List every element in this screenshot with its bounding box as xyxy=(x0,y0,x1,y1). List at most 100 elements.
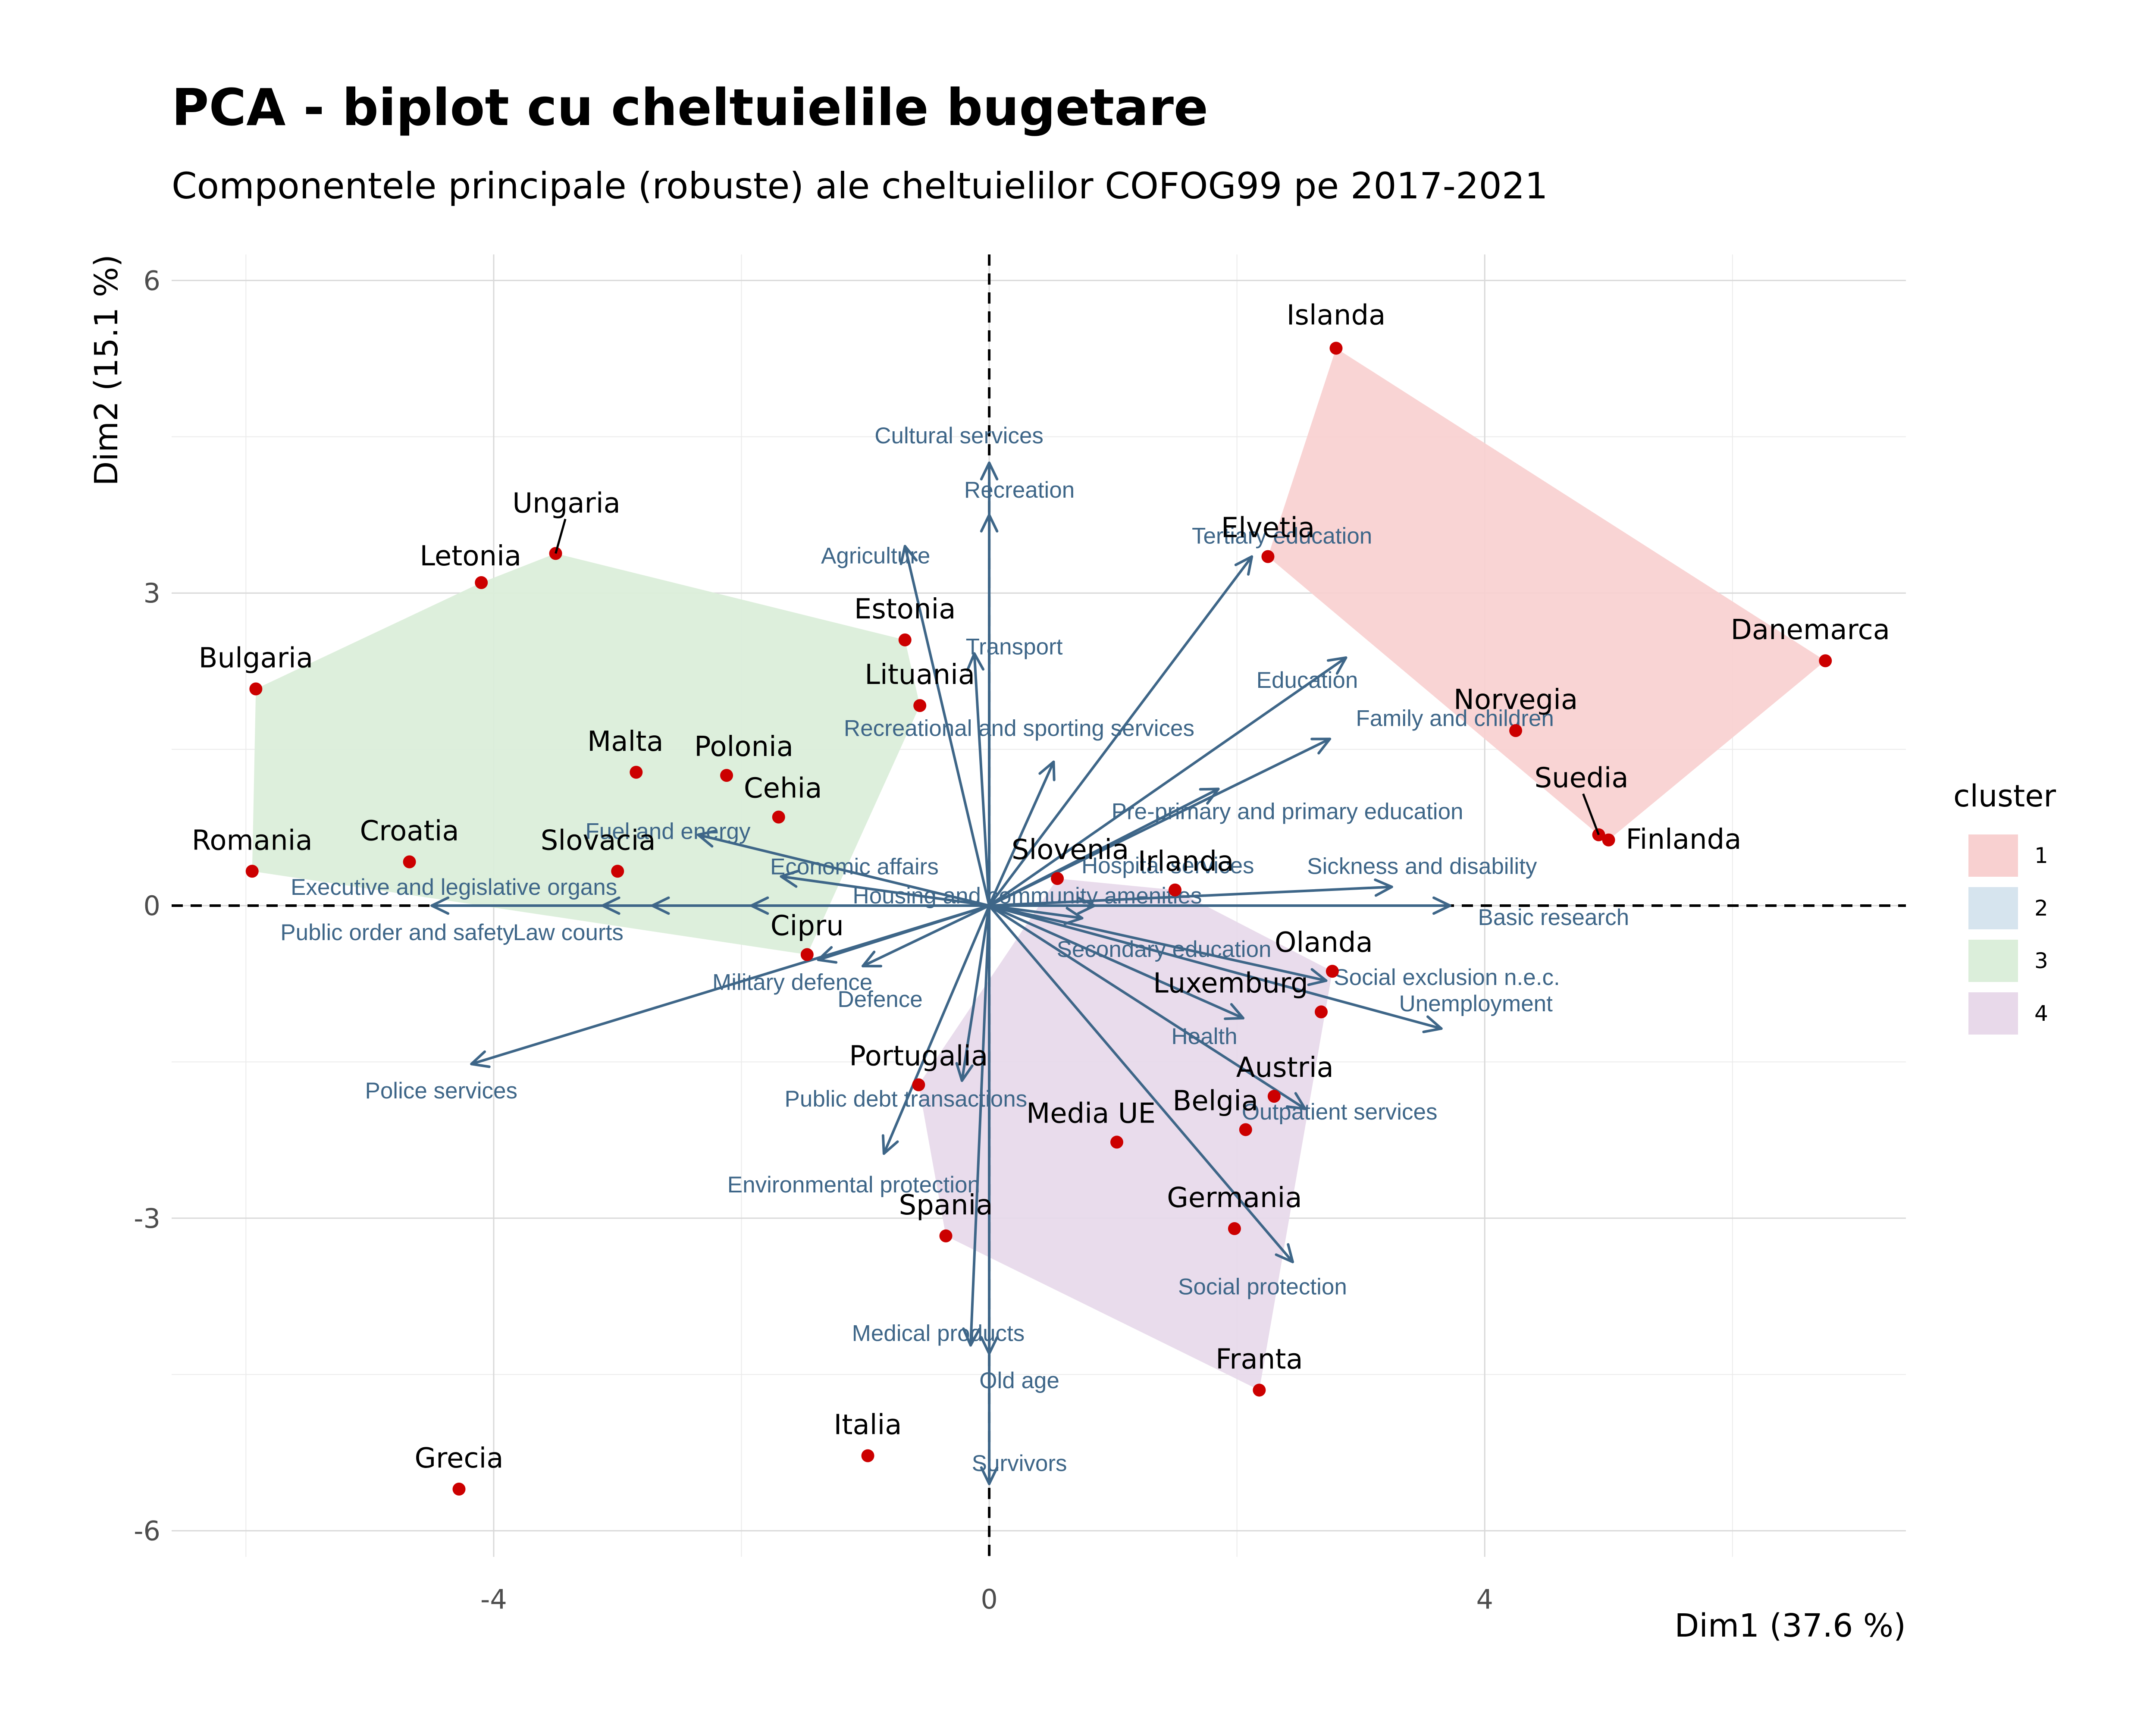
variable-arrow xyxy=(955,904,991,1082)
country-label: Islanda xyxy=(1287,299,1386,331)
arrow-head xyxy=(1432,896,1451,915)
country-label: Olanda xyxy=(1275,927,1373,959)
variable-label: Medical products xyxy=(852,1321,1025,1346)
country-point xyxy=(630,765,643,779)
cluster-hulls xyxy=(252,348,1826,1390)
country-point xyxy=(898,633,912,646)
country-point xyxy=(1509,724,1523,737)
variable-label: Unemployment xyxy=(1399,991,1553,1016)
variable-label: Cultural services xyxy=(874,423,1044,448)
arrow-shaft xyxy=(696,833,991,907)
arrow-shaft xyxy=(470,904,991,1066)
arrow-head xyxy=(1422,1015,1443,1033)
country-label: Lituania xyxy=(865,659,975,691)
country-label: Polonia xyxy=(694,731,793,763)
variable-label: Public order and safety xyxy=(280,920,514,945)
arrow-shaft xyxy=(988,555,1253,907)
arrow-shaft xyxy=(862,904,991,968)
variable-label: Agriculture xyxy=(821,543,930,568)
country-point xyxy=(720,769,733,782)
variable-label: Hospital services xyxy=(1081,853,1254,878)
arrow-shaft xyxy=(969,904,991,1347)
variable-label: Law courts xyxy=(513,920,624,945)
variable-arrow xyxy=(988,904,1307,1110)
country-point xyxy=(1329,342,1343,355)
country-label: Franta xyxy=(1216,1343,1303,1375)
arrow-shaft xyxy=(988,760,1055,907)
legend-swatch-4 xyxy=(1968,992,2018,1035)
variable-label: Outpatient services xyxy=(1242,1099,1438,1125)
x-tick-label: 4 xyxy=(1476,1584,1493,1615)
y-tick-label: -3 xyxy=(134,1203,160,1234)
arrow-shaft xyxy=(988,904,1294,1264)
y-tick-label: 3 xyxy=(144,577,160,609)
country-point xyxy=(249,682,263,696)
arrow-head xyxy=(1275,1243,1294,1264)
country-point xyxy=(912,1078,925,1091)
country-point xyxy=(611,865,624,878)
cluster-hull-4 xyxy=(918,878,1332,1390)
variable-arrow xyxy=(966,652,991,907)
country-label: Letonia xyxy=(420,540,521,572)
y-tick-label: 0 xyxy=(144,890,160,922)
arrow-head xyxy=(955,1062,974,1082)
variable-arrow xyxy=(988,904,1084,925)
arrow-shaft xyxy=(988,885,1393,907)
variable-label: Education xyxy=(1257,668,1358,693)
cluster-hull-1 xyxy=(1268,348,1826,840)
country-point xyxy=(452,1482,466,1496)
variable-arrow xyxy=(988,760,1056,907)
country-label: Austria xyxy=(1236,1052,1334,1084)
arrow-head xyxy=(962,1327,981,1347)
variable-arrow xyxy=(696,829,991,907)
country-label: Grecia xyxy=(414,1443,503,1474)
country-label: Danemarca xyxy=(1731,614,1890,646)
variable-label: Basic research xyxy=(1478,905,1630,930)
country-label: Irlanda xyxy=(1138,846,1234,878)
country-point xyxy=(913,699,927,712)
arrow-head xyxy=(817,946,838,964)
variable-arrow xyxy=(988,904,1328,986)
variable-arrows xyxy=(430,461,1451,1485)
country-label: Norvegia xyxy=(1454,684,1578,716)
variable-label: Executive and legislative organs xyxy=(291,875,617,900)
country-label: Cehia xyxy=(744,773,822,805)
country-labels: Islanda Elvetia Danemarca Norvegia Suedia Fin… xyxy=(192,299,1890,1474)
variable-arrow xyxy=(988,878,1393,907)
variable-arrow xyxy=(988,904,1294,1264)
chart-subtitle: Componentele principale (robuste) ale ch… xyxy=(172,165,1548,207)
arrow-head xyxy=(1063,906,1084,925)
country-label: Ungaria xyxy=(512,487,620,519)
country-point xyxy=(1326,965,1339,978)
variable-arrow xyxy=(980,514,999,907)
country-label: Estonia xyxy=(854,593,956,625)
arrow-head xyxy=(980,461,999,481)
country-label: Elvetia xyxy=(1221,512,1315,544)
variable-label: Health xyxy=(1171,1024,1237,1049)
legend-label-3: 3 xyxy=(2034,948,2048,973)
arrow-head xyxy=(1038,760,1056,781)
axis-ticks: -4 0 4 -6 -3 0 3 6 xyxy=(134,265,1493,1615)
variable-arrow xyxy=(470,904,991,1068)
arrow-head xyxy=(1310,737,1332,755)
variable-label: Recreation xyxy=(964,477,1075,503)
variable-arrow xyxy=(988,787,1220,907)
country-point xyxy=(1051,872,1064,885)
variable-label: Secondary education xyxy=(1057,937,1272,962)
country-point xyxy=(1261,550,1275,563)
arrow-head xyxy=(881,1134,899,1155)
x-tick-label: 0 xyxy=(981,1584,997,1615)
country-point xyxy=(1315,1005,1328,1019)
arrow-head xyxy=(899,545,918,565)
country-label: Belgia xyxy=(1172,1085,1258,1117)
arrow-head xyxy=(1326,656,1348,675)
country-point xyxy=(1228,1222,1241,1235)
variable-label: Pre-primary and primary education xyxy=(1112,799,1463,824)
variable-label: Recreational and sporting services xyxy=(844,716,1194,741)
arrow-shaft xyxy=(988,904,1443,1030)
arrow-head xyxy=(862,950,883,968)
variable-label: Fuel and energy xyxy=(585,819,751,844)
country-label: Bulgaria xyxy=(199,642,313,674)
variable-arrow xyxy=(988,904,1245,1020)
country-point xyxy=(1819,654,1832,668)
